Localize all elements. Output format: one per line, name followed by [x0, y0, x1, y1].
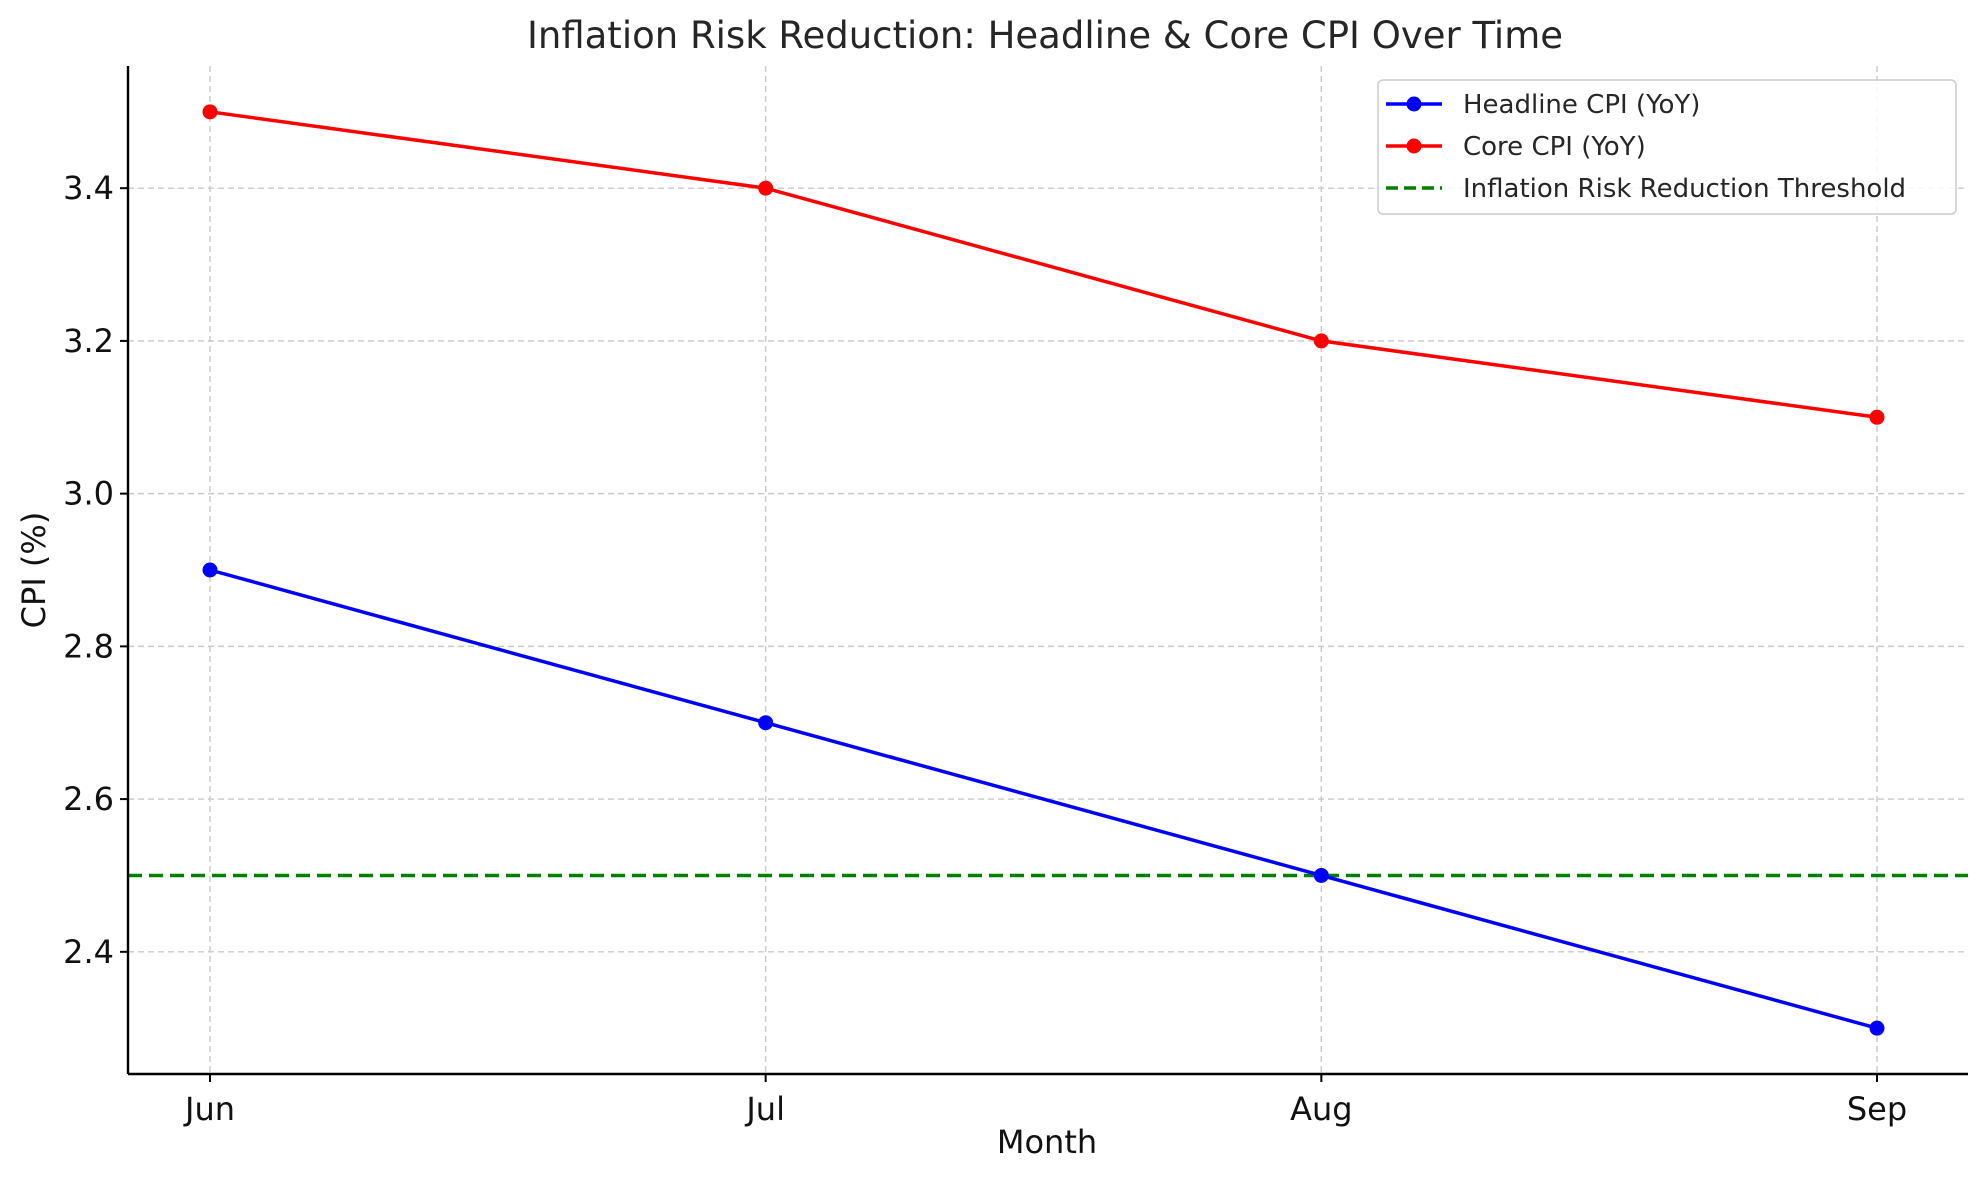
data-point: [758, 715, 774, 731]
y-axis-label: CPI (%): [15, 512, 53, 629]
series-line-1: [209, 110, 1878, 420]
series-line-0: [209, 568, 1878, 1030]
chart-title: Inflation Risk Reduction: Headline & Cor…: [527, 14, 1563, 57]
y-tick-label: 3.2: [63, 322, 114, 360]
data-point: [1313, 333, 1329, 349]
grid: [128, 66, 1968, 1074]
y-tick-label: 3.4: [63, 169, 114, 207]
data-point: [1869, 1020, 1885, 1036]
legend-label: Core CPI (YoY): [1463, 132, 1646, 162]
legend-marker: [1406, 138, 1422, 154]
data-point: [758, 180, 774, 196]
data-point: [1313, 867, 1329, 883]
series: [202, 104, 1885, 1036]
data-point: [1869, 409, 1885, 425]
y-tick-label: 2.4: [63, 933, 114, 971]
x-tick-label: Jul: [744, 1090, 785, 1128]
legend: Headline CPI (YoY) Core CPI (YoY) Inflatio…: [1377, 79, 1957, 215]
y-tick-label: 3.0: [63, 475, 114, 513]
legend-label: Inflation Risk Reduction Threshold: [1463, 174, 1906, 204]
y-tick-label: 2.8: [63, 627, 114, 665]
data-point: [202, 104, 218, 120]
x-tick-label: Jun: [183, 1090, 235, 1128]
legend-label: Headline CPI (YoY): [1463, 90, 1700, 120]
ticks: 2.4 2.6 2.8 3.0 3.2 3.4 Jun Jul Aug Sep: [63, 169, 1907, 1128]
x-axis-label: Month: [997, 1123, 1097, 1161]
legend-marker: [1406, 96, 1422, 112]
data-point: [202, 562, 218, 578]
legend-box: [1377, 79, 1957, 215]
x-tick-label: Aug: [1290, 1090, 1352, 1128]
x-tick-label: Sep: [1847, 1090, 1907, 1128]
y-tick-label: 2.6: [63, 780, 114, 818]
